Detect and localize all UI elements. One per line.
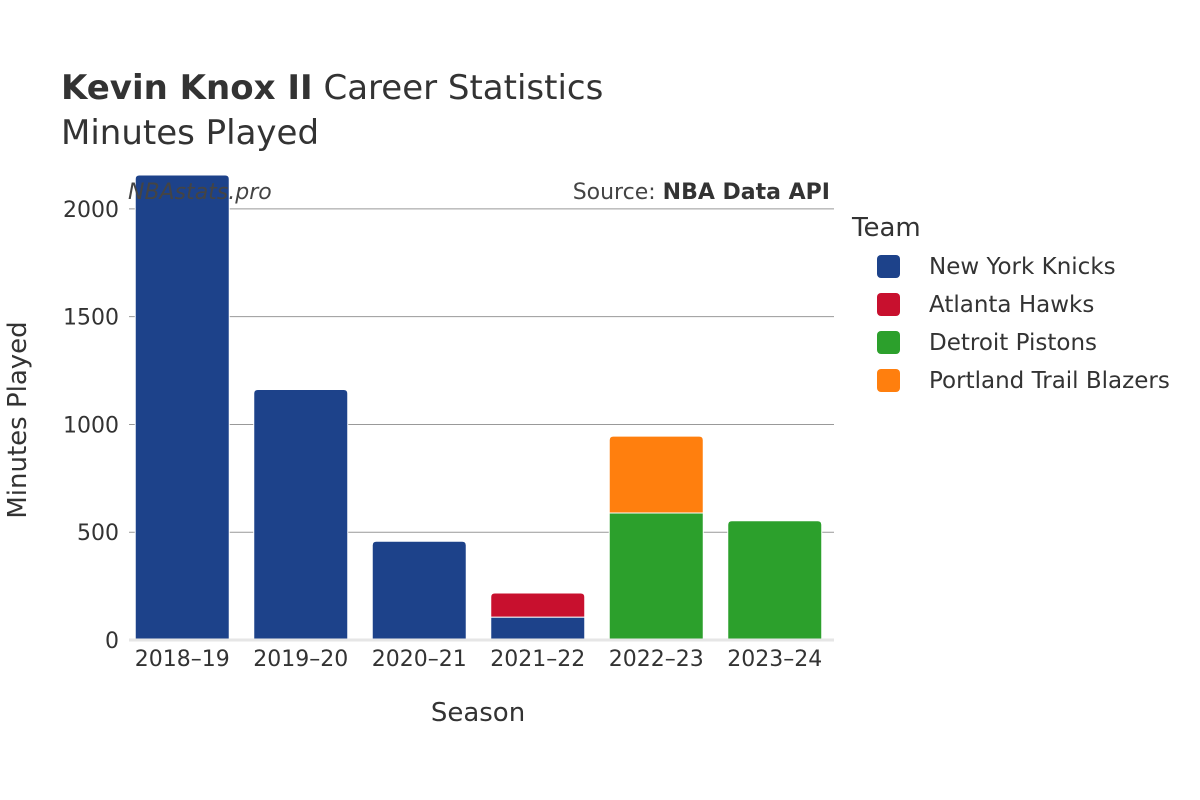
bar-2023–24-detroit-pistons xyxy=(727,520,823,641)
x-tick-label: 2018–19 xyxy=(135,647,230,672)
legend: Team New York Knicks Atlanta Hawks Detroit… xyxy=(851,213,1170,394)
player-name: Kevin Knox II xyxy=(61,68,313,108)
legend-item-label: Atlanta Hawks xyxy=(929,292,1094,318)
chart-subtitle: Minutes Played xyxy=(61,113,320,153)
bar-2022–23-portland-trail-blazers xyxy=(608,435,704,514)
legend-swatch xyxy=(877,255,900,278)
legend-item-label: Portland Trail Blazers xyxy=(929,368,1170,394)
x-tick-labels: 2018–19 2019–20 2020–21 2021–22 2022–23 2023–… xyxy=(135,647,822,672)
legend-swatch xyxy=(877,331,900,354)
bar-2019–20-new-york-knicks xyxy=(253,389,349,641)
watermark: NBAstats.pro xyxy=(128,180,272,205)
legend-item-label: New York Knicks xyxy=(929,254,1116,280)
bar-2021–22-atlanta-hawks xyxy=(490,592,586,618)
y-tick-label: 1500 xyxy=(63,306,119,331)
legend-item-label: Detroit Pistons xyxy=(929,330,1097,356)
legend-swatch xyxy=(877,293,900,316)
source-name: NBA Data API xyxy=(663,180,830,205)
bar-2018–19-new-york-knicks xyxy=(134,174,230,641)
source-prefix: Source: xyxy=(573,180,663,205)
x-tick-label: 2023–24 xyxy=(727,647,822,672)
y-tick-label: 2000 xyxy=(63,198,119,223)
chart-title: Kevin Knox II Career Statistics xyxy=(61,68,603,108)
bar-2021–22-new-york-knicks xyxy=(490,616,586,641)
x-tick-label: 2021–22 xyxy=(490,647,585,672)
bar-2022–23-detroit-pistons xyxy=(608,512,704,641)
bar-2020–21-new-york-knicks xyxy=(371,540,467,641)
title-suffix: Career Statistics xyxy=(323,68,604,108)
legend-swatch xyxy=(877,369,900,392)
legend-title: Team xyxy=(851,213,921,243)
x-axis-label: Season xyxy=(431,698,525,728)
x-tick-label: 2022–23 xyxy=(609,647,704,672)
y-tick-label: 500 xyxy=(77,521,119,546)
grid-lines xyxy=(129,208,834,533)
x-tick-label: 2019–20 xyxy=(253,647,348,672)
bars xyxy=(134,174,823,641)
source-note: Source: NBA Data API xyxy=(573,180,830,205)
y-tick-label: 0 xyxy=(105,629,119,654)
y-tick-labels: 0 500 1000 1500 2000 xyxy=(63,198,119,654)
y-tick-label: 1000 xyxy=(63,413,119,438)
legend-items: New York Knicks Atlanta Hawks Detroit Pist… xyxy=(877,254,1170,394)
x-tick-label: 2020–21 xyxy=(372,647,467,672)
y-axis-label: Minutes Played xyxy=(3,321,33,518)
